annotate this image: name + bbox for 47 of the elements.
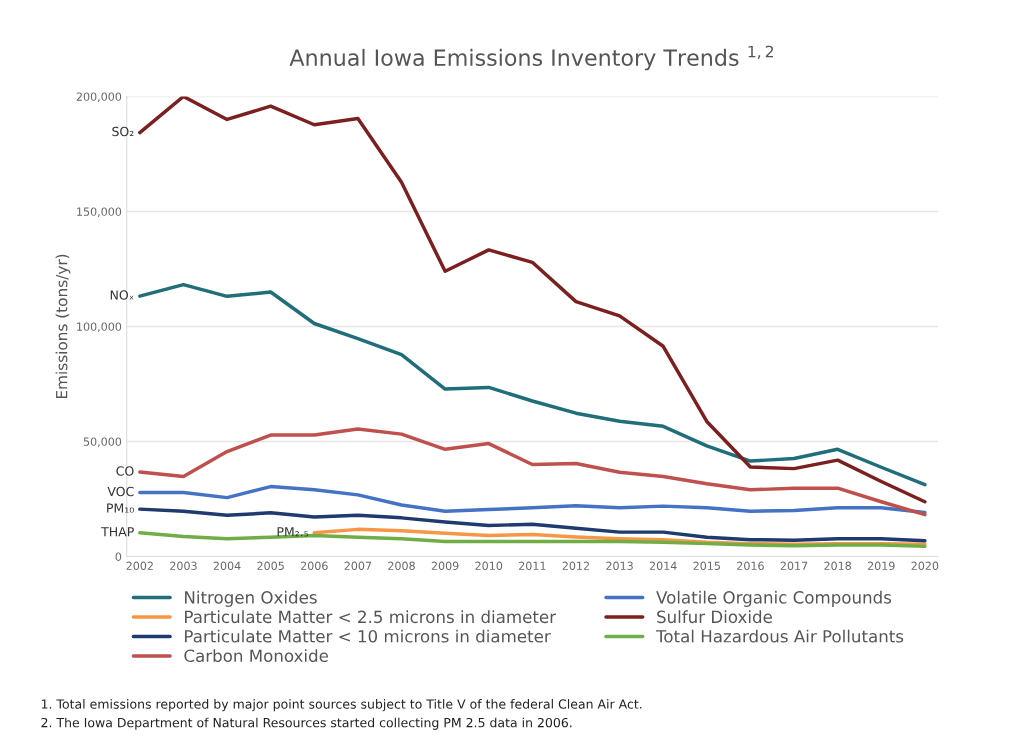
y-tick-label: 200,000 (76, 92, 122, 102)
line-series (138, 507, 927, 543)
x-tick-label: 2002 (126, 561, 153, 570)
y-tick-label: 0 (115, 552, 122, 561)
x-tick-label: 2011 (519, 561, 546, 570)
x-tick-label: 2018 (824, 561, 852, 570)
line-series (138, 427, 927, 517)
x-tick-label: 2008 (388, 561, 415, 570)
annotation: NOₓ (110, 290, 134, 300)
legend-label: Volatile Organic Compounds (656, 590, 892, 607)
x-tick-label: 2019 (867, 561, 895, 570)
legend-label: Carbon Monoxide (184, 649, 329, 663)
x-tick-label: 2004 (213, 561, 241, 570)
annotation: VOC (107, 486, 134, 497)
x-tick-label: 2010 (475, 561, 503, 570)
annotation: CO (116, 466, 134, 476)
x-tick-label: 2005 (257, 561, 284, 570)
text: 2. The Iowa Department of Natural Resources started collecting PM 2.5 data in 2006. (41, 717, 572, 730)
x-tick-label: 2014 (649, 561, 677, 570)
legend-label: Particulate Matter < 2.5 microns in diameter (185, 610, 557, 624)
x-tick-label: 2003 (170, 561, 197, 570)
x-tick-label: 2012 (562, 561, 589, 570)
legend-label: Nitrogen Oxides (185, 590, 317, 607)
annotation: THAP (101, 527, 134, 537)
text: 1. Total emissions reported by major point sources subject to Title V of the federal Clean Air Act. (41, 699, 642, 712)
legend-label: Sulfur Dioxide (657, 610, 772, 624)
x-tick-label: 2017 (780, 561, 808, 570)
x-tick-label: 2006 (300, 561, 328, 570)
legend-label: Total Hazardous Air Pollutants (655, 629, 904, 643)
annotation: SO₂ (112, 126, 134, 137)
annotation: PM₂.₅ (277, 527, 309, 537)
y-tick-label: 50,000 (83, 437, 122, 447)
x-tick-label: 2020 (911, 561, 939, 570)
y-axis-title: Emissions (tons/yr) (55, 254, 71, 399)
line-series (138, 282, 927, 487)
x-tick-label: 2015 (693, 561, 720, 570)
line-series (138, 96, 927, 504)
line-series (138, 484, 927, 515)
x-tick-label: 2007 (344, 561, 372, 570)
y-tick-label: 100,000 (77, 322, 122, 332)
x-tick-label: 2013 (606, 561, 633, 570)
x-tick-label: 2009 (431, 561, 459, 570)
annotation: PM₁₀ (107, 503, 134, 513)
legend-label: Particulate Matter < 10 microns in diameter (185, 629, 551, 643)
x-tick-label: 2016 (737, 561, 764, 570)
y-tick-label: 150,000 (77, 207, 122, 217)
chart-title: Annual Iowa Emissions Inventory Trends $^{1,2}$ (289, 45, 774, 71)
